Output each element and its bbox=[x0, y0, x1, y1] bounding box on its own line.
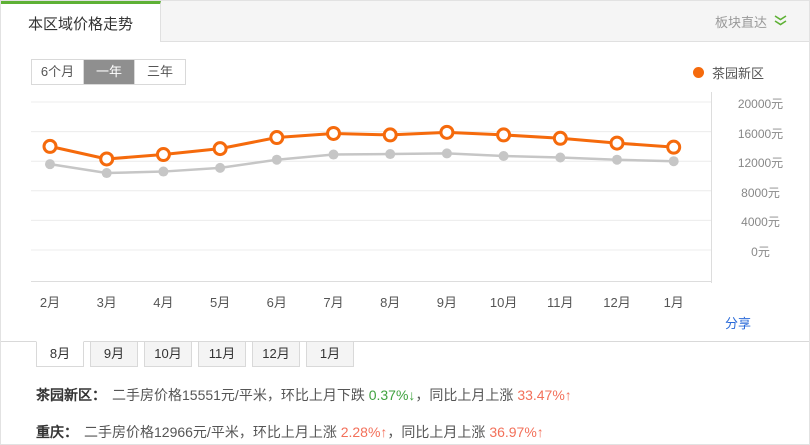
legend-item: 茶园新区 bbox=[692, 63, 764, 82]
data-point bbox=[269, 130, 285, 146]
y-axis-label: 4000元 bbox=[741, 215, 780, 230]
range-button-6months[interactable]: 6个月 bbox=[40, 64, 75, 79]
y-axis-labels: 20000元 16000元 12000元 8000元 4000元 0元 bbox=[711, 92, 809, 283]
x-axis-label: 6月 bbox=[266, 295, 287, 310]
x-axis-labels: 2月 3月 4月 5月 6月 7月 8月 9月 10月 11月 12月 1月 bbox=[31, 283, 711, 313]
data-point bbox=[609, 135, 625, 151]
month-tab-sep[interactable]: 9月 bbox=[90, 341, 138, 367]
summary-section: 茶园新区： 二手房价格15551元/平米，环比上月下跌 0.37%↓，同比上月上涨… bbox=[1, 368, 809, 442]
quick-nav-button[interactable]: 板块直达 bbox=[715, 1, 809, 41]
summary-district-text2: ，同比上月上涨 bbox=[415, 387, 518, 403]
range-button-group: 6个月 一年 三年 bbox=[31, 59, 186, 85]
data-point bbox=[612, 154, 622, 165]
x-axis-label: 12月 bbox=[603, 295, 631, 310]
legend-label: 茶园新区 bbox=[711, 65, 764, 81]
summary-city-text1: 二手房价格12966元/平米，环比上月上涨 bbox=[84, 424, 341, 440]
month-tab-nov[interactable]: 11月 bbox=[198, 341, 246, 367]
month-tab-oct[interactable]: 10月 bbox=[144, 341, 192, 367]
y-axis-label: 12000元 bbox=[737, 156, 784, 171]
chart-area: 20000元 16000元 12000元 8000元 4000元 0元 bbox=[1, 92, 809, 283]
x-axis-label: 10月 bbox=[489, 295, 518, 310]
data-point bbox=[101, 168, 112, 179]
data-point bbox=[439, 124, 455, 140]
month-tab-aug[interactable]: 8月 bbox=[36, 341, 84, 367]
x-axis-label: 1月 bbox=[663, 295, 684, 310]
summary-city-yoy-pct: 36.97%↑ bbox=[489, 424, 544, 440]
quick-nav-label: 板块直达 bbox=[714, 14, 767, 30]
data-point bbox=[498, 151, 509, 162]
summary-city-name: 重庆： bbox=[36, 424, 78, 440]
summary-city-mom-pct: 2.28%↑ bbox=[340, 424, 388, 440]
summary-city-text2: ，同比上月上涨 bbox=[387, 424, 490, 440]
y-axis-label: 20000元 bbox=[737, 97, 784, 111]
data-point bbox=[42, 138, 58, 154]
y-axis-label: 0元 bbox=[751, 245, 770, 259]
x-axis-label: 9月 bbox=[436, 295, 458, 310]
data-point bbox=[45, 159, 55, 170]
x-axis-label: 4月 bbox=[153, 295, 174, 310]
data-point bbox=[441, 148, 452, 159]
data-point bbox=[99, 151, 115, 167]
data-point bbox=[555, 152, 566, 163]
summary-district-mom-pct: 0.37%↓ bbox=[368, 387, 416, 403]
chart-plot[interactable] bbox=[31, 92, 711, 282]
summary-district-text1: 二手房价格15551元/平米，环比上月下跌 bbox=[112, 387, 369, 403]
share-link[interactable]: 分享 bbox=[724, 316, 751, 331]
trend-line-chart bbox=[31, 101, 711, 251]
share-row: 分享 bbox=[1, 313, 809, 337]
y-axis-label: 8000元 bbox=[741, 185, 780, 200]
x-axis-label: 3月 bbox=[96, 295, 117, 310]
month-tab-jan[interactable]: 1月 bbox=[306, 341, 354, 367]
data-point bbox=[328, 149, 339, 160]
data-point bbox=[382, 127, 398, 143]
data-point bbox=[496, 127, 512, 143]
month-tab-dec[interactable]: 12月 bbox=[252, 341, 300, 367]
x-axis-label: 11月 bbox=[547, 295, 574, 310]
summary-row-city: 重庆： 二手房价格12966元/平米，环比上月上涨 2.28%↑，同比上月上涨 3… bbox=[36, 422, 809, 442]
data-point bbox=[158, 166, 169, 177]
y-axis-label: 16000元 bbox=[737, 126, 784, 141]
data-point bbox=[212, 141, 228, 157]
tab-label: 本区域价格走势 bbox=[27, 15, 133, 33]
chevron-down-icon bbox=[774, 14, 787, 29]
data-point bbox=[385, 149, 396, 160]
data-point bbox=[271, 154, 282, 165]
summary-district-yoy-pct: 33.47%↑ bbox=[517, 387, 572, 403]
legend-dot-icon bbox=[692, 66, 704, 78]
data-point bbox=[552, 130, 568, 146]
data-point bbox=[666, 139, 682, 155]
header: 本区域价格走势 板块直达 bbox=[1, 1, 809, 42]
data-point bbox=[668, 156, 679, 167]
x-axis-label: 8月 bbox=[380, 295, 401, 310]
x-axis-label: 5月 bbox=[209, 295, 231, 310]
x-axis-label: 7月 bbox=[323, 295, 344, 310]
data-point bbox=[155, 147, 171, 163]
data-point bbox=[215, 162, 226, 173]
range-button-1year[interactable]: 一年 bbox=[83, 60, 134, 84]
summary-district-name: 茶园新区： bbox=[36, 387, 106, 403]
month-tabs: 8月 9月 10月 11月 12月 1月 bbox=[1, 341, 809, 368]
toolbar: 6个月 一年 三年 茶园新区 bbox=[1, 42, 809, 85]
range-button-3years[interactable]: 三年 bbox=[134, 60, 185, 84]
x-axis-label: 2月 bbox=[39, 295, 61, 310]
data-point bbox=[326, 125, 341, 141]
summary-row-district: 茶园新区： 二手房价格15551元/平米，环比上月下跌 0.37%↓，同比上月上涨… bbox=[36, 385, 809, 405]
tab-area-price-trend[interactable]: 本区域价格走势 bbox=[1, 1, 161, 42]
